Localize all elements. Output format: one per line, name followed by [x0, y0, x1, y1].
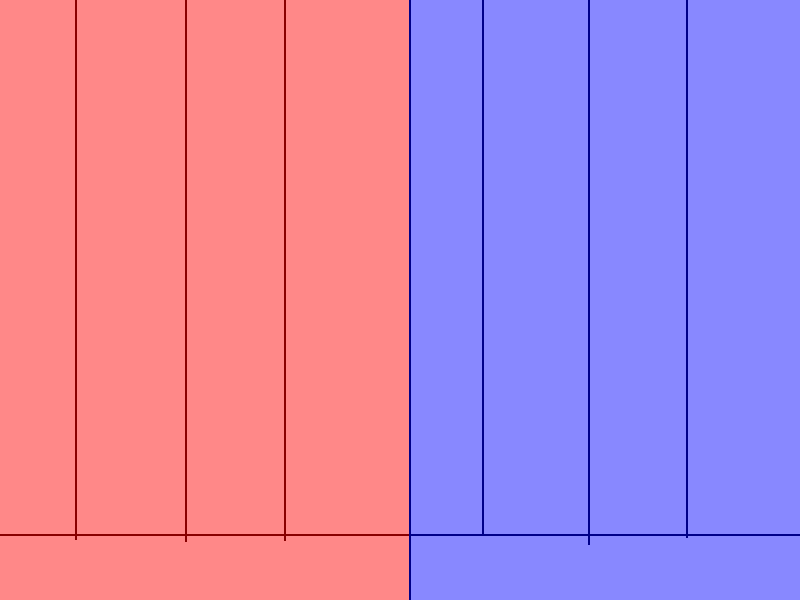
red-zone	[0, 0, 410, 600]
red-post	[75, 0, 77, 540]
center-divider	[409, 0, 411, 600]
red-post	[284, 0, 286, 541]
red-post	[185, 0, 187, 542]
blue-zone	[410, 0, 800, 600]
red-ground-line	[0, 534, 410, 536]
blue-ground-line	[410, 534, 800, 536]
blue-post	[588, 0, 590, 545]
blue-post	[686, 0, 688, 538]
blue-post	[482, 0, 484, 536]
